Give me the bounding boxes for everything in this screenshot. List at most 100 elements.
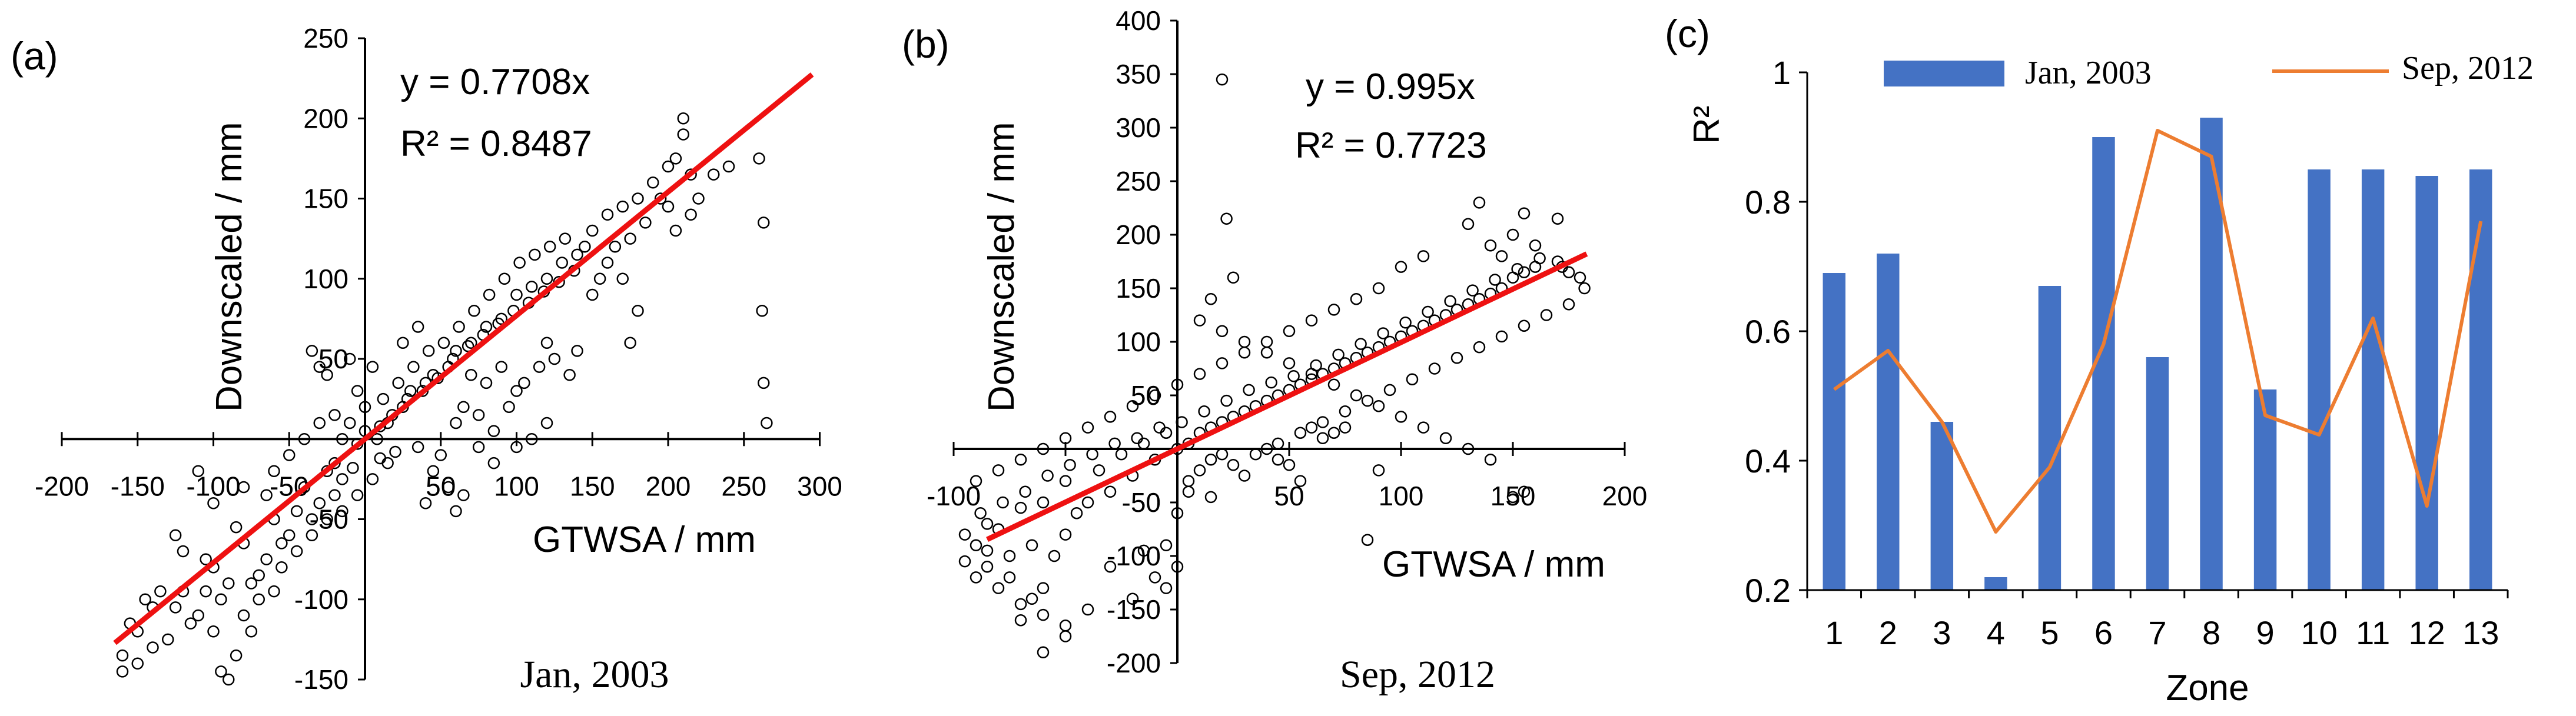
scatter-point (1562, 298, 1575, 311)
panel-b-label: (b) (902, 22, 950, 66)
scatter-point (1003, 550, 1016, 562)
scatter-point (347, 462, 359, 474)
scatter-point (1104, 411, 1117, 423)
scatter-point (1243, 384, 1255, 397)
y-tick-label: -150 (1107, 594, 1161, 625)
scatter-point (253, 593, 265, 605)
x-tick-label: -100 (927, 481, 981, 511)
scatter-point (245, 625, 258, 638)
scatter-point (1204, 453, 1217, 466)
scatter-point (237, 481, 250, 494)
scatter-point (351, 385, 364, 397)
x-tick-label: -200 (35, 471, 89, 501)
scatter-point (1551, 212, 1564, 225)
panel-b-points (958, 73, 1591, 659)
scatter-point (1372, 399, 1385, 412)
y-tick-label: 400 (1116, 5, 1161, 36)
scatter-point (328, 409, 341, 421)
scatter-point (450, 505, 462, 518)
legend-bar-swatch (1884, 61, 2004, 86)
panel-a-scatter: (a) -200 -150 -100 -50 50 100 150 200 250 300 -150… (11, 23, 842, 696)
bar-zone-9 (2253, 389, 2277, 590)
scatter-point (483, 288, 496, 301)
scatter-point (290, 505, 303, 518)
scatter-point (669, 224, 682, 237)
scatter-point (556, 257, 568, 269)
scatter-point (223, 577, 235, 590)
scatter-point (518, 377, 530, 389)
scatter-point (1193, 368, 1206, 380)
scatter-point (503, 401, 515, 413)
scatter-point (389, 445, 401, 458)
scatter-point (974, 507, 987, 519)
scatter-point (1406, 373, 1419, 385)
scatter-point (374, 420, 386, 432)
scatter-point (169, 601, 182, 614)
scatter-point (1361, 394, 1374, 407)
scatter-point (1048, 550, 1061, 562)
scatter-point (1272, 437, 1284, 450)
scatter-point (434, 449, 447, 461)
scatter-point (540, 337, 553, 349)
scatter-point (457, 401, 470, 413)
scatter-point (1316, 432, 1329, 445)
panel-a-fit-line (113, 72, 814, 645)
scatter-point (1283, 325, 1296, 338)
scatter-point (1193, 464, 1206, 477)
scatter-point (328, 489, 341, 501)
scatter-point (192, 465, 204, 477)
scatter-point (457, 489, 470, 501)
scatter-point (480, 377, 493, 389)
scatter-point (654, 192, 667, 205)
scatter-point (1081, 421, 1094, 434)
x-tick-label: 2 (1879, 614, 1897, 651)
scatter-point (437, 337, 450, 349)
scatter-point (559, 232, 572, 245)
scatter-point (662, 200, 675, 213)
scatter-point (958, 528, 971, 541)
scatter-point (1037, 582, 1050, 594)
scatter-point (1014, 598, 1027, 611)
panel-c-series-line (1833, 129, 2483, 534)
x-tick-label: 4 (1987, 614, 2005, 651)
scatter-point (1059, 630, 1072, 642)
panel-b-fit-line (986, 251, 1588, 542)
x-tick-label: 100 (494, 471, 539, 501)
scatter-point (162, 633, 174, 646)
scatter-point (1495, 250, 1508, 262)
scatter-point (207, 625, 220, 638)
scatter-point (1131, 432, 1143, 445)
panel-a-label: (a) (11, 34, 58, 78)
scatter-point (260, 489, 273, 501)
scatter-point (970, 539, 982, 552)
x-tick-label: 1 (1825, 614, 1843, 651)
x-tick-label: 200 (646, 471, 691, 501)
scatter-point (981, 518, 994, 530)
scatter-point (407, 361, 420, 373)
scatter-point (1070, 507, 1083, 519)
scatter-point (450, 345, 462, 357)
panel-b-scatter: (b) -100 50 100 150 200 -200 -150 -100 -50 50 100 1… (902, 5, 1647, 696)
x-tick-label: 7 (2148, 614, 2166, 651)
scatter-point (200, 585, 212, 598)
scatter-point (1081, 496, 1094, 509)
scatter-point (442, 481, 454, 494)
scatter-point (268, 465, 280, 477)
scatter-point (313, 497, 326, 509)
scatter-point (1108, 437, 1121, 450)
scatter-point (1310, 359, 1322, 372)
scatter-point (487, 457, 500, 469)
scatter-point (510, 385, 523, 397)
scatter-point (411, 321, 424, 333)
scatter-point (321, 513, 333, 525)
scatter-point (579, 241, 591, 253)
scatter-point (1484, 453, 1497, 466)
legend-bar-label: Jan, 2003 (2025, 55, 2152, 91)
scatter-point (1287, 369, 1300, 382)
y-tick-label: -200 (1107, 648, 1161, 678)
scatter-point (1578, 282, 1591, 295)
scatter-point (563, 369, 576, 381)
x-tick-label: 5 (2040, 614, 2059, 651)
bar-zone-10 (2308, 169, 2331, 590)
scatter-point (1137, 437, 1150, 450)
